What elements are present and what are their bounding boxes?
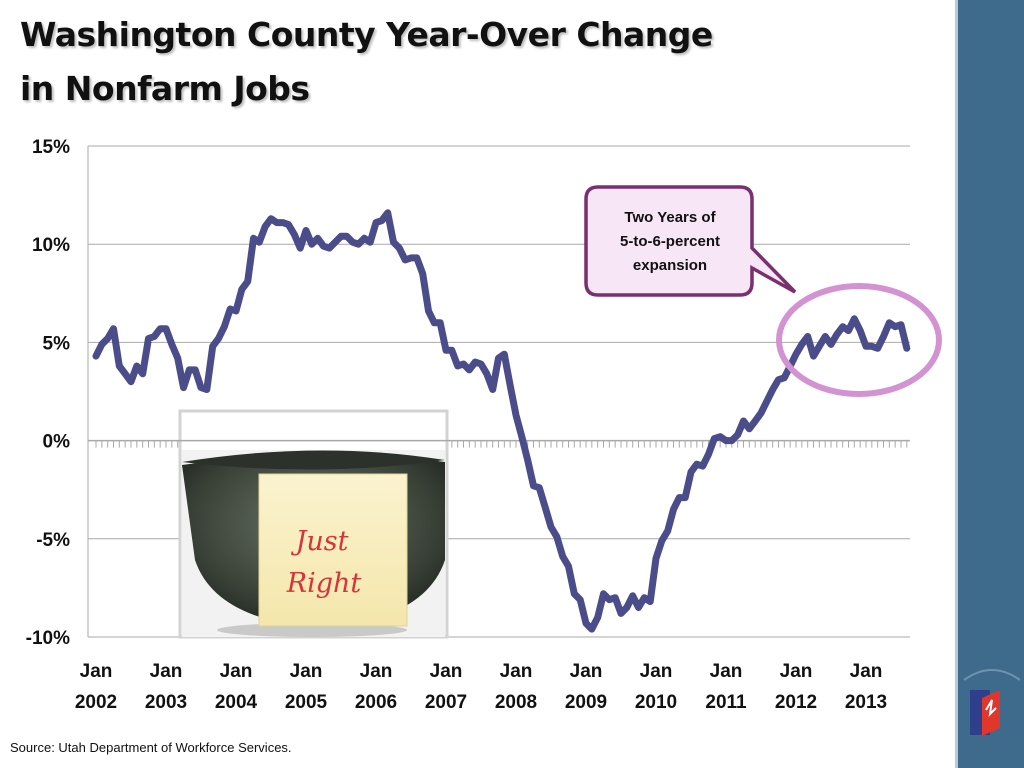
y-tick-label: -10% — [26, 628, 70, 649]
callout-box — [584, 185, 797, 297]
x-tick-label-year: 2010 — [635, 692, 677, 713]
highlight-ellipse — [776, 283, 942, 397]
callout: Two Years of 5-to-6-percent expansion — [584, 185, 942, 397]
x-tick-label-month: Jan — [500, 661, 533, 682]
just-right-bowl-photo: Just Right — [178, 409, 449, 639]
x-tick-label-month: Jan — [850, 661, 883, 682]
x-tick-label-month: Jan — [360, 661, 393, 682]
y-tick-label: 15% — [32, 137, 70, 158]
title-line-1: Washington County Year-Over Change — [20, 15, 713, 54]
year-over-change-chart: 15% 10% 5% 0% -5% -10% Just Right Jan 2002 Jan 2… — [26, 137, 942, 713]
x-axis-tick-labels: Jan 2002 Jan 2003 Jan 2004 Jan 2005 Jan 2006 Jan 20… — [75, 661, 887, 713]
x-tick-label-month: Jan — [640, 661, 673, 682]
callout-line-2: 5-to-6-percent — [620, 233, 720, 250]
y-tick-label: 5% — [43, 333, 71, 354]
x-tick-label-year: 2003 — [145, 692, 187, 713]
x-tick-label-year: 2012 — [775, 692, 817, 713]
x-tick-label-year: 2008 — [495, 692, 537, 713]
y-tick-label: 10% — [32, 235, 70, 256]
x-tick-label-year: 2009 — [565, 692, 607, 713]
sticky-note-line-1: Just — [291, 526, 349, 557]
sticky-note: Just Right — [258, 473, 408, 627]
logo-icon — [963, 669, 1020, 736]
series-line-nonfarm-jobs — [92, 209, 911, 633]
y-tick-label: -5% — [36, 530, 70, 551]
callout-line-3: expansion — [633, 257, 707, 274]
x-tick-label-year: 2005 — [285, 692, 328, 713]
x-tick-label-year: 2007 — [425, 692, 467, 713]
x-tick-label-month: Jan — [290, 661, 323, 682]
x-tick-label-month: Jan — [150, 661, 183, 682]
callout-line-1: Two Years of — [624, 209, 716, 226]
source-note: Source: Utah Department of Workforce Ser… — [10, 740, 292, 755]
title-line-2: in Nonfarm Jobs — [20, 69, 310, 108]
y-axis-tick-labels: 15% 10% 5% 0% -5% -10% — [26, 137, 70, 649]
x-tick-label-year: 2004 — [215, 692, 258, 713]
x-tick-label-month: Jan — [780, 661, 813, 682]
x-axis-minor-ticks — [95, 440, 908, 448]
x-tick-label-year: 2011 — [705, 692, 747, 713]
x-tick-label-year: 2006 — [355, 692, 397, 713]
accent-side-bar — [955, 0, 1024, 768]
y-tick-label: 0% — [43, 432, 71, 453]
x-tick-label-month: Jan — [80, 661, 113, 682]
sticky-note-line-2: Right — [286, 568, 362, 599]
x-tick-label-month: Jan — [710, 661, 743, 682]
slide-title: Washington County Year-Over Change in No… — [20, 8, 713, 116]
x-tick-label-month: Jan — [430, 661, 463, 682]
x-tick-label-month: Jan — [220, 661, 253, 682]
x-tick-label-year: 2013 — [845, 692, 887, 713]
x-tick-label-year: 2002 — [75, 692, 117, 713]
x-tick-label-month: Jan — [570, 661, 603, 682]
